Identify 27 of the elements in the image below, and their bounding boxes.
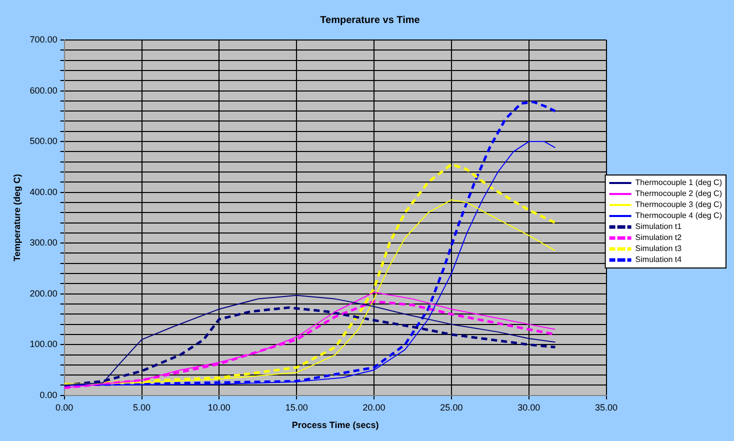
x-tick-label: 20.00	[362, 402, 386, 412]
y-tick-label: 600.00	[30, 85, 58, 96]
x-axis-title: Process Time (secs)	[292, 420, 379, 430]
legend-label: Simulation t4	[635, 255, 682, 264]
y-axis-title: Temperature (deg C)	[12, 174, 22, 262]
y-tick-label: 100.00	[30, 339, 58, 350]
legend-label: Thermocouple 3 (deg C)	[635, 200, 722, 210]
x-tick-label: 30.00	[518, 402, 540, 412]
x-tick-label: 10.00	[208, 402, 230, 412]
y-tick-label: 300.00	[30, 238, 58, 248]
y-tick-label: 400.00	[30, 186, 58, 197]
y-tick-label: 500.00	[30, 136, 58, 146]
y-tick-label: 700.00	[30, 34, 58, 44]
x-tick-label: 5.00	[132, 402, 151, 412]
y-tick-label: 200.00	[30, 288, 58, 298]
x-tick-label: 0.00	[56, 402, 74, 412]
chart-title: Temperature vs Time	[320, 14, 420, 26]
y-tick-label: 0.00	[40, 390, 58, 400]
legend-label: Thermocouple 1 (deg C)	[635, 178, 722, 188]
legend-label: Thermocouple 4 (deg C)	[635, 211, 722, 220]
legend-label: Simulation t3	[635, 244, 682, 254]
x-tick-label: 15.00	[285, 402, 308, 412]
x-tick-label: 25.00	[440, 402, 463, 412]
legend-label: Thermocouple 2 (deg C)	[635, 189, 722, 198]
legend-label: Simulation t2	[635, 233, 682, 242]
legend-label: Simulation t1	[635, 222, 682, 232]
x-tick-label: 35.00	[595, 402, 618, 412]
